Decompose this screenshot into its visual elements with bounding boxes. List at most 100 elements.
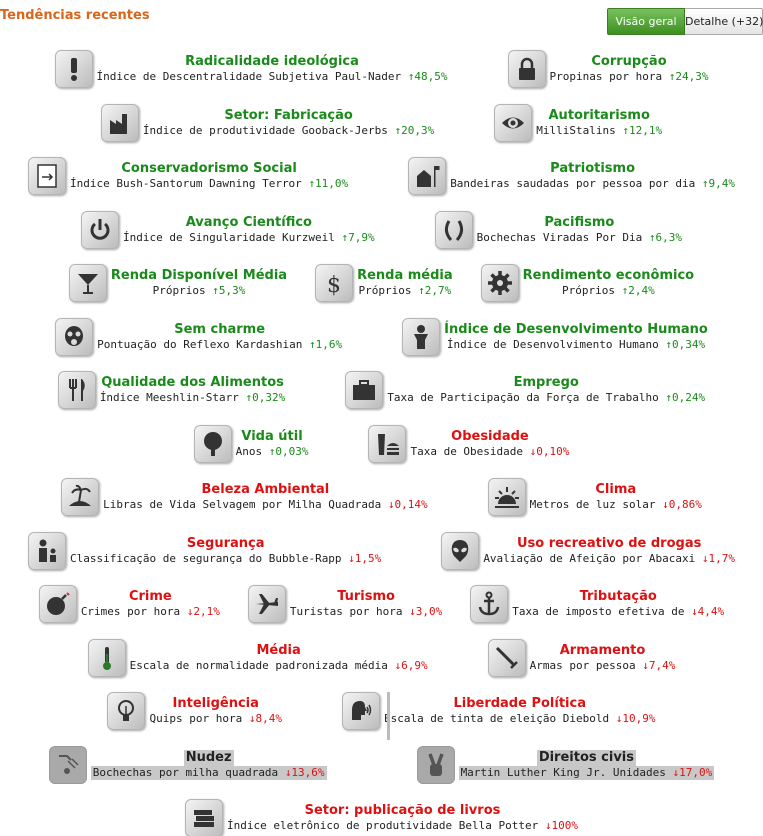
trend-name[interactable]: Pacifismo	[544, 214, 615, 230]
trend-item[interactable]: Média Escala de normalidade padronizada m…	[87, 637, 428, 679]
briefcase-icon[interactable]	[345, 371, 384, 409]
burger-soda-icon[interactable]	[368, 424, 407, 463]
exclamation-icon[interactable]	[54, 50, 93, 88]
anchor-icon[interactable]	[470, 585, 509, 623]
trend-item[interactable]: Segurança Classificação de segurança do B…	[28, 530, 381, 572]
trend-name[interactable]: Turismo	[337, 589, 395, 604]
trend-name[interactable]: Setor: publicação de livros	[304, 803, 501, 818]
padlock-icon[interactable]	[507, 50, 546, 88]
trend-metric: Índice de Desenvolvimento Humano ↑0,34%	[447, 338, 705, 352]
trend-item[interactable]: Direitos civis Martin Luther King Jr. Uni…	[416, 744, 715, 786]
trend-name[interactable]: Renda Disponível Média	[110, 268, 288, 283]
trend-name[interactable]: Conservadorismo Social	[121, 161, 297, 176]
thermometer-icon[interactable]	[87, 638, 126, 677]
house-flag-icon[interactable]	[408, 157, 447, 195]
keep-right-sign-icon[interactable]	[28, 157, 67, 195]
tab-overview[interactable]: Visão geral	[607, 8, 685, 35]
trend-item[interactable]: Liberdade Política Escala de tinta de ele…	[341, 690, 656, 732]
trend-item[interactable]: Armamento Armas por pessoa ↓7,4%	[487, 637, 675, 679]
trend-name[interactable]: Setor: Fabricação	[224, 107, 353, 123]
trend-item[interactable]: Nudez Bochechas por milha quadrada ↓13,6%	[48, 744, 327, 786]
trend-name[interactable]: Nudez	[183, 749, 234, 766]
trend-name[interactable]: Segurança	[186, 535, 265, 551]
trend-item[interactable]: Conservadorismo Social Índice Bush-Santor…	[28, 155, 348, 197]
person-icon[interactable]	[402, 317, 441, 356]
trend-item[interactable]: Avanço Científico Índice de Singularidade…	[81, 209, 375, 251]
trend-item[interactable]: Uso recreativo de drogas Avaliação de Afe…	[441, 530, 735, 572]
trend-name[interactable]: Crime	[128, 589, 172, 604]
trend-name[interactable]: Clima	[595, 482, 637, 497]
metric-label: Índice de Descentralidade Subjetiva Paul…	[96, 70, 402, 83]
trend-item[interactable]: Patriotismo Bandeiras saudadas por pessoa…	[408, 155, 735, 197]
trend-name[interactable]: Emprego	[513, 375, 579, 390]
trend-name[interactable]: Rendimento econômico	[522, 268, 695, 283]
trend-name[interactable]: Tributação	[579, 589, 657, 604]
trend-name[interactable]: Radicalidade ideológica	[185, 54, 359, 69]
trend-item[interactable]: Setor: Fabricação Índice de produtividade…	[100, 102, 434, 144]
speaking-head-icon[interactable]	[341, 692, 380, 730]
trend-name[interactable]: Inteligência	[172, 696, 259, 711]
trend-item[interactable]: Autoritarismo MilliStalins ↑12,1%	[494, 102, 662, 144]
trend-name[interactable]: Renda média	[357, 268, 453, 283]
trend-item[interactable]: Setor: publicação de livros Índice eletrô…	[184, 797, 578, 836]
trend-name[interactable]: Qualidade dos Alimentos	[101, 375, 284, 390]
trend-row: Crime Crimes por hora ↓2,1% Turismo Turista…	[0, 583, 763, 637]
trend-item[interactable]: Tributação Taxa de imposto efetiva de ↓4,…	[470, 583, 724, 625]
shower-icon[interactable]	[48, 745, 87, 784]
trend-name[interactable]: Sem charme	[174, 321, 266, 337]
sword-icon[interactable]	[487, 638, 526, 677]
sunrise-icon[interactable]	[487, 478, 526, 516]
change-value: ↑1,6%	[309, 337, 343, 351]
books-icon[interactable]	[184, 799, 223, 836]
tab-detail[interactable]: Detalhe (+32)	[685, 8, 763, 35]
light-bulb-icon[interactable]	[107, 692, 146, 730]
trend-name[interactable]: Média	[256, 642, 301, 658]
cocktail-glass-icon[interactable]	[68, 264, 107, 302]
trend-name[interactable]: Uso recreativo de drogas	[516, 535, 702, 551]
trend-item[interactable]: Obesidade Taxa de Obesidade ↓0,10%	[368, 423, 569, 465]
trend-item[interactable]: Renda Disponível Média Próprios ↑5,3%	[68, 262, 288, 304]
trend-item[interactable]: Clima Metros de luz solar ↓0,86%	[487, 476, 702, 518]
trend-item[interactable]: Rendimento econômico Próprios ↑2,4%	[480, 262, 695, 304]
trend-item[interactable]: Sem charme Pontuação do Reflexo Kardashia…	[55, 316, 342, 358]
trend-name[interactable]: Vida útil	[241, 428, 303, 444]
power-icon[interactable]	[81, 210, 119, 249]
eye-icon[interactable]	[494, 103, 533, 142]
trend-name[interactable]: Beleza Ambiental	[201, 482, 330, 497]
bomb-icon[interactable]	[38, 585, 77, 623]
trend-name[interactable]: Autoritarismo	[548, 107, 650, 123]
trend-item[interactable]: Turismo Turistas por hora ↓3,0%	[247, 583, 442, 625]
trend-name[interactable]: Patriotismo	[550, 161, 636, 176]
trend-name[interactable]: Obesidade	[451, 428, 529, 444]
peace-hand-icon[interactable]	[416, 745, 455, 784]
trend-item[interactable]: Inteligência Quips por hora ↓8,4%	[107, 690, 282, 732]
adult-child-icon[interactable]	[28, 531, 67, 570]
trend-item[interactable]: Beleza Ambiental Libras de Vida Selvagem …	[61, 476, 428, 518]
trend-name[interactable]: Liberdade Política	[453, 696, 586, 711]
trend-item[interactable]: Índice de Desenvolvimento Humano Índice d…	[402, 316, 708, 358]
trend-item[interactable]: Pacifismo Bochechas Viradas Por Dia ↑6,3%	[434, 209, 682, 251]
laurel-wreath-icon[interactable]	[434, 210, 473, 249]
island-icon[interactable]	[61, 478, 100, 516]
alien-head-icon[interactable]	[441, 531, 480, 570]
factory-icon[interactable]	[100, 103, 139, 142]
trend-item[interactable]: Corrupção Propinas por hora ↑24,3%	[507, 48, 708, 90]
gas-mask-icon[interactable]	[55, 317, 94, 356]
trend-name[interactable]: Corrupção	[591, 54, 667, 69]
trend-item[interactable]: Vida útil Anos ↑0,03%	[193, 423, 308, 465]
trend-item[interactable]: Radicalidade ideológica Índice de Descent…	[54, 48, 448, 90]
trend-item[interactable]: $ Renda média Próprios ↑2,7%	[315, 262, 453, 304]
trend-item[interactable]: Emprego Taxa de Participação da Força de …	[345, 369, 705, 411]
trend-item[interactable]: Crime Crimes por hora ↓2,1%	[38, 583, 220, 625]
trend-name[interactable]: Direitos civis	[536, 749, 636, 766]
gear-icon[interactable]	[480, 264, 519, 302]
airplane-icon[interactable]	[247, 585, 286, 623]
trend-name[interactable]: Armamento	[559, 642, 646, 658]
dollar-icon[interactable]: $	[315, 264, 354, 302]
trend-item[interactable]: Qualidade dos Alimentos Índice Meeshlin-S…	[57, 369, 285, 411]
trend-text: Patriotismo Bandeiras saudadas por pessoa…	[450, 161, 735, 191]
trend-name[interactable]: Avanço Científico	[185, 214, 312, 230]
tree-icon[interactable]	[193, 424, 232, 463]
fork-knife-icon[interactable]	[57, 371, 96, 409]
trend-name[interactable]: Índice de Desenvolvimento Humano	[444, 321, 708, 337]
